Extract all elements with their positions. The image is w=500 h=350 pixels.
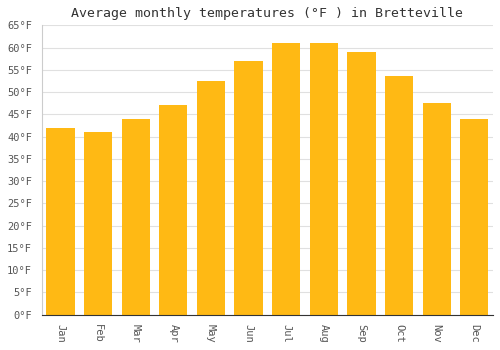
Bar (385, 76, 413, 315)
Bar (46, 128, 74, 315)
Bar (159, 105, 188, 315)
Bar (310, 43, 338, 315)
Bar (122, 119, 150, 315)
Bar (234, 61, 262, 315)
Bar (84, 132, 112, 315)
Title: Average monthly temperatures (°F ) in Bretteville: Average monthly temperatures (°F ) in Br… (72, 7, 464, 20)
Bar (460, 119, 488, 315)
Bar (197, 81, 225, 315)
Bar (348, 52, 376, 315)
Bar (422, 103, 450, 315)
Bar (272, 43, 300, 315)
